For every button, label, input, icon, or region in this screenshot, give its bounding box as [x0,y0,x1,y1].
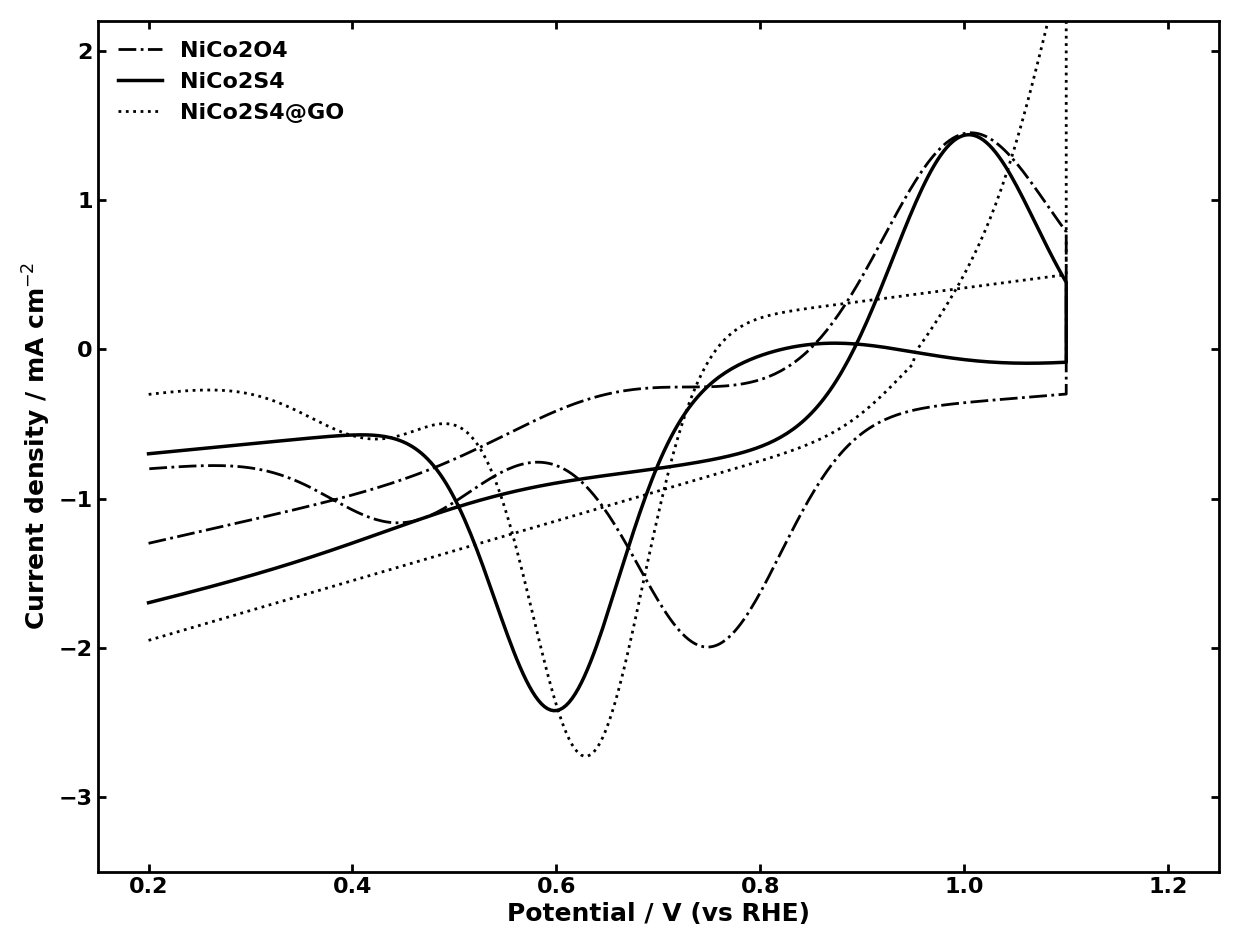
NiCo2O4 [589,492,604,504]
NiCo2S4@GO [749,313,764,325]
NiCo2O4 [141,463,156,474]
NiCo2S4 [614,468,629,479]
NiCo2O4 [466,444,481,456]
NiCo2S4 [893,344,908,355]
Line: NiCo2S4: NiCo2S4 [149,134,1066,710]
NiCo2S4@GO [973,236,988,247]
NiCo2S4@GO [466,540,481,551]
NiCo2S4 [593,632,608,643]
NiCo2S4 [141,597,156,608]
NiCo2O4 [141,538,156,549]
NiCo2O4 [976,130,991,141]
NiCo2O4 [699,641,714,652]
NiCo2S4 [749,351,764,363]
NiCo2O4 [749,594,764,605]
NiCo2S4 [976,134,991,146]
NiCo2O4 [963,127,978,138]
NiCo2O4 [893,408,908,420]
NiCo2S4 [547,705,562,716]
NiCo2S4@GO [141,634,156,646]
NiCo2S4@GO [614,496,629,508]
X-axis label: Potential / V (vs RHE): Potential / V (vs RHE) [507,902,810,926]
Legend: NiCo2O4, NiCo2S4, NiCo2S4@GO: NiCo2O4, NiCo2S4, NiCo2S4@GO [109,32,353,132]
NiCo2S4@GO [577,751,591,762]
NiCo2O4 [614,385,629,397]
NiCo2S4 [141,448,156,459]
Line: NiCo2S4@GO: NiCo2S4@GO [149,0,1066,757]
NiCo2S4 [961,129,976,140]
NiCo2S4 [466,496,481,508]
NiCo2S4@GO [141,388,156,400]
NiCo2S4@GO [893,291,908,302]
Line: NiCo2O4: NiCo2O4 [149,133,1066,647]
Y-axis label: Current density / mA cm$^{-2}$: Current density / mA cm$^{-2}$ [21,262,53,631]
NiCo2S4@GO [593,738,608,749]
